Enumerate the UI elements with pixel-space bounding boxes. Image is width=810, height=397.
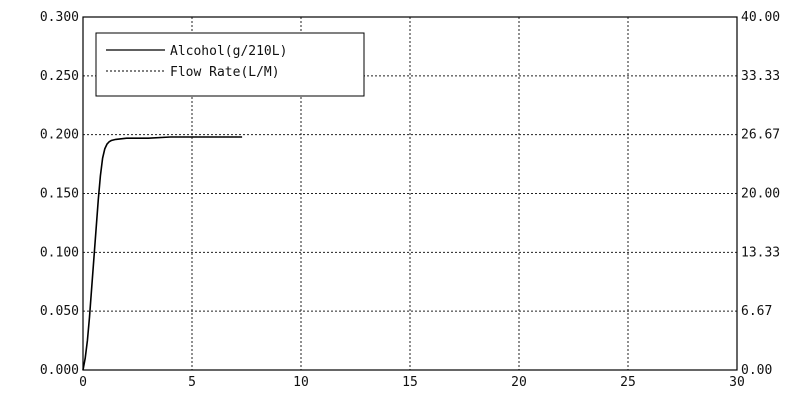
y-right-tick-label: 33.33 bbox=[741, 69, 780, 84]
series-layer bbox=[83, 137, 242, 370]
x-tick-label: 10 bbox=[293, 375, 309, 390]
y-right-tick-label: 20.00 bbox=[741, 187, 780, 202]
x-tick-label: 0 bbox=[79, 375, 87, 390]
y-left-tick-label: 0.100 bbox=[40, 245, 79, 260]
y-left-tick-label: 0.000 bbox=[40, 363, 79, 378]
legend-label-flow: Flow Rate(L/M) bbox=[170, 65, 280, 80]
x-tick-label: 25 bbox=[620, 375, 636, 390]
y-right-tick-label: 13.33 bbox=[741, 245, 780, 260]
y-right-tick-label: 6.67 bbox=[741, 304, 772, 319]
x-tick-label: 5 bbox=[188, 375, 196, 390]
legend-label-alcohol: Alcohol(g/210L) bbox=[170, 44, 287, 59]
y-left-tick-label: 0.200 bbox=[40, 128, 79, 143]
y-right-tick-label: 26.67 bbox=[741, 128, 780, 143]
y-right-tick-label: 40.00 bbox=[741, 10, 780, 25]
y-left-tick-label: 0.050 bbox=[40, 304, 79, 319]
legend: Alcohol(g/210L) Flow Rate(L/M) bbox=[96, 33, 364, 96]
y-right-tick-label: 0.00 bbox=[741, 363, 772, 378]
y-left-tick-label: 0.300 bbox=[40, 10, 79, 25]
x-tick-label: 15 bbox=[402, 375, 418, 390]
y-left-tick-label: 0.250 bbox=[40, 69, 79, 84]
series-line-0 bbox=[83, 137, 242, 370]
y-left-tick-label: 0.150 bbox=[40, 187, 79, 202]
x-tick-label: 20 bbox=[511, 375, 527, 390]
